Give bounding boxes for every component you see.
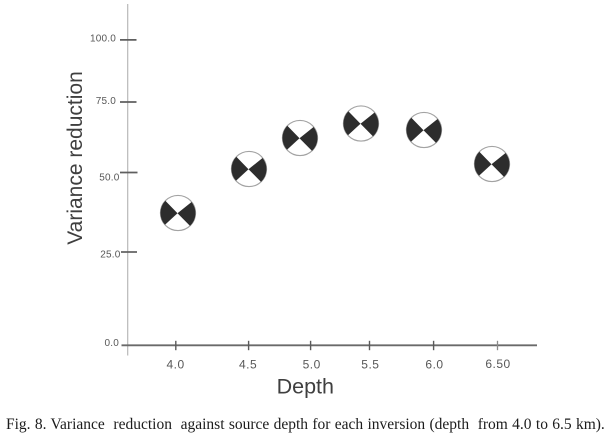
svg-text:6.50: 6.50 [485, 357, 510, 371]
svg-text:75.0: 75.0 [96, 96, 117, 107]
svg-text:25.0: 25.0 [100, 249, 121, 260]
svg-text:4.5: 4.5 [239, 358, 257, 372]
svg-text:50.0: 50.0 [99, 172, 120, 183]
svg-text:Depth: Depth [277, 375, 334, 399]
svg-text:0.0: 0.0 [104, 338, 119, 349]
svg-text:100.0: 100.0 [90, 34, 116, 45]
svg-text:6.0: 6.0 [425, 358, 443, 372]
svg-text:5.5: 5.5 [361, 358, 379, 372]
svg-text:5.0: 5.0 [303, 358, 321, 372]
svg-text:4.0: 4.0 [167, 358, 185, 372]
svg-text:Variance reduction: Variance reduction [64, 71, 87, 245]
